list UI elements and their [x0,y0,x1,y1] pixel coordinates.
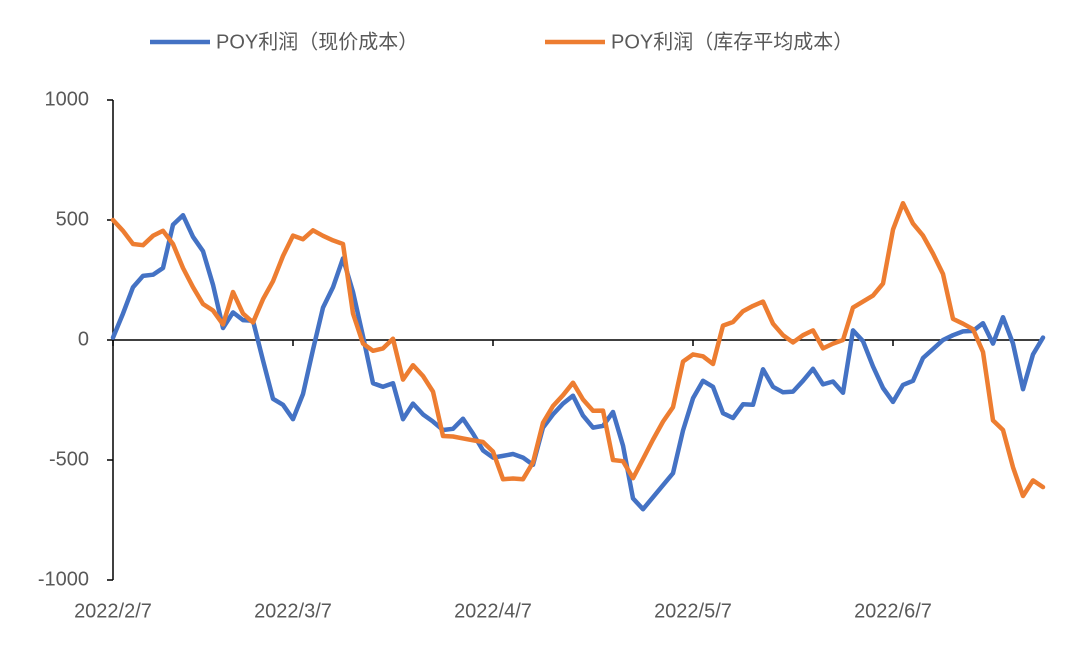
y-tick-label: -1000 [38,568,89,590]
y-tick-label: -500 [49,448,89,470]
legend-label: POY利润（现价成本） [216,30,418,53]
y-tick-label: 500 [56,208,89,230]
x-tick-label: 2022/3/7 [254,600,332,622]
x-tick-label: 2022/2/7 [74,600,152,622]
series-line [110,200,1046,499]
x-tick-label: 2022/5/7 [654,600,732,622]
series-line [110,212,1046,512]
x-tick-label: 2022/6/7 [854,600,932,622]
x-tick-label: 2022/4/7 [454,600,532,622]
y-tick-label: 1000 [45,88,90,110]
y-tick-label: 0 [78,328,89,350]
legend-label: POY利润（库存平均成本） [611,30,853,53]
